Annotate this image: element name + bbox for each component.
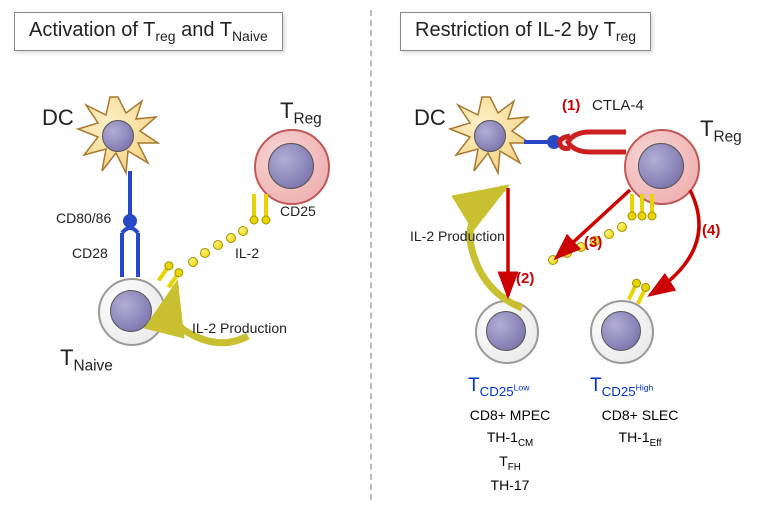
treg-left-nucleus bbox=[268, 143, 314, 189]
step4-label: (4) bbox=[702, 222, 720, 239]
step2-label: (2) bbox=[516, 270, 534, 287]
il2-dot bbox=[188, 257, 198, 267]
il2-label: IL-2 bbox=[235, 245, 259, 261]
left-list: CD8+ MPEC TH-1CM TFH TH-17 bbox=[450, 405, 570, 496]
treg-left-label: TReg bbox=[280, 98, 322, 128]
dc-left-nucleus bbox=[102, 120, 134, 152]
list-item: TH-1CM bbox=[450, 427, 570, 451]
step3-label: (3) bbox=[584, 234, 602, 251]
panel-divider bbox=[370, 10, 372, 500]
il2-dot bbox=[226, 233, 236, 243]
il2-dot bbox=[200, 248, 210, 258]
il2-dot bbox=[238, 226, 248, 236]
cd28-receptor bbox=[110, 165, 150, 285]
list-item: TH-1Eff bbox=[580, 427, 700, 451]
cd8086-label: CD80/86 bbox=[56, 210, 111, 226]
list-item: CD8+ MPEC bbox=[450, 405, 570, 427]
il2-dot bbox=[213, 240, 223, 250]
left-panel-title: Activation of Treg and TNaive bbox=[14, 12, 283, 51]
list-item: TFH bbox=[450, 451, 570, 475]
cd25-label: CD25 bbox=[280, 203, 316, 219]
tnaive-label: TNaive bbox=[60, 345, 113, 375]
cd25-receptor-treg-left bbox=[248, 190, 278, 230]
il2-production-label-left: IL-2 Production bbox=[192, 320, 287, 336]
ctla4-label: CTLA-4 bbox=[592, 97, 644, 114]
right-panel-title: Restriction of IL-2 by Treg bbox=[400, 12, 651, 51]
red-arrows bbox=[400, 130, 740, 350]
cd28-label: CD28 bbox=[72, 245, 108, 261]
tcd25high-label: TCD25High bbox=[590, 375, 653, 399]
list-item: TH-17 bbox=[450, 475, 570, 497]
right-list: CD8+ SLEC TH-1Eff bbox=[580, 405, 700, 451]
tcd25low-label: TCD25Low bbox=[468, 375, 529, 399]
dc-left-label: DC bbox=[42, 105, 74, 131]
list-item: CD8+ SLEC bbox=[580, 405, 700, 427]
dc-right-label: DC bbox=[414, 105, 446, 131]
step1-label: (1) bbox=[562, 97, 580, 114]
